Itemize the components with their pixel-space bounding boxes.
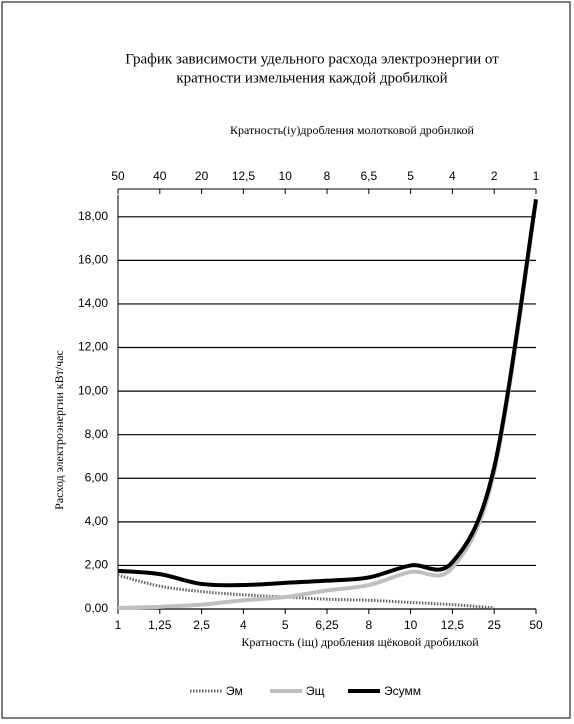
x2-axis-title: Кратность(iу)дробления молотковой дробил… — [230, 123, 475, 137]
y-tick-label: 14,00 — [78, 296, 108, 310]
y-tick-label: 6,00 — [85, 470, 109, 484]
x-tick-label: 5 — [282, 618, 289, 632]
y-axis-title: Расход электроэнергии кВт/час — [52, 350, 66, 510]
x2-tick-label: 4 — [449, 169, 456, 183]
y-tick-label: 2,00 — [85, 558, 109, 572]
x2-tick-label: 20 — [195, 169, 209, 183]
x-tick-label: 10 — [404, 618, 418, 632]
x-tick-label: 6,25 — [315, 618, 339, 632]
x-tick-label: 1 — [115, 618, 122, 632]
x2-tick-label: 10 — [279, 169, 293, 183]
x2-tick-label: 50 — [111, 169, 125, 183]
x-tick-label: 4 — [240, 618, 247, 632]
x2-tick-label: 1 — [533, 169, 540, 183]
x-tick-label: 1,25 — [148, 618, 172, 632]
chart-title: кратности измельчения каждой дробилкой — [176, 70, 447, 86]
x2-tick-label: 5 — [407, 169, 414, 183]
x-tick-label: 8 — [365, 618, 372, 632]
x2-tick-label: 2 — [491, 169, 498, 183]
y-tick-label: 8,00 — [85, 427, 109, 441]
legend-label: Эсумм — [384, 684, 421, 698]
x2-tick-label: 8 — [324, 169, 331, 183]
x-tick-label: 12,5 — [441, 618, 465, 632]
x2-tick-label: 12,5 — [232, 169, 256, 183]
y-tick-label: 4,00 — [85, 514, 109, 528]
y-tick-label: 18,00 — [78, 209, 108, 223]
y-tick-label: 16,00 — [78, 253, 108, 267]
legend-label: Эщ — [306, 684, 325, 698]
legend-label: Эм — [226, 684, 243, 698]
series-line — [117, 199, 538, 588]
chart-title: График зависимости удельного расхода эле… — [125, 51, 499, 67]
y-tick-label: 12,00 — [78, 340, 108, 354]
y-tick-label: 10,00 — [78, 383, 108, 397]
x-tick-label: 25 — [488, 618, 502, 632]
x2-tick-label: 6,5 — [360, 169, 377, 183]
x-axis-title: Кратность (iщ) дробления щёковой дробилк… — [241, 635, 479, 649]
x-tick-label: 50 — [529, 618, 543, 632]
x-tick-label: 2,5 — [193, 618, 210, 632]
series-line — [117, 573, 495, 610]
x2-tick-label: 40 — [153, 169, 167, 183]
y-tick-label: 0,00 — [85, 601, 109, 615]
